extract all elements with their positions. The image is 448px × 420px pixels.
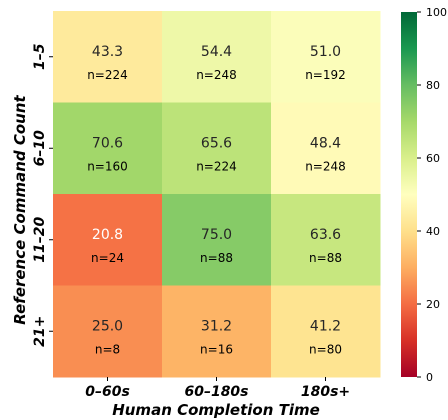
heatmap-cell bbox=[162, 285, 272, 378]
colorbar-tick-label: 40 bbox=[426, 225, 440, 238]
colorbar-tick-label: 0 bbox=[426, 371, 433, 384]
cell-value-label: 48.4 bbox=[310, 135, 341, 151]
x-axis-label: Human Completion Time bbox=[112, 401, 320, 419]
cell-count-label: n=88 bbox=[309, 251, 342, 265]
cell-value-label: 31.2 bbox=[201, 318, 232, 334]
colorbar-tick-label: 20 bbox=[426, 298, 440, 311]
colorbar-tick-label: 60 bbox=[426, 152, 440, 165]
cell-value-label: 20.8 bbox=[92, 227, 123, 243]
x-tick-label: 180s+ bbox=[301, 384, 350, 400]
heatmap-cell bbox=[271, 102, 381, 195]
cell-value-label: 25.0 bbox=[92, 318, 123, 334]
cell-value-label: 41.2 bbox=[310, 318, 341, 334]
heatmap-cell bbox=[53, 285, 163, 378]
cell-value-label: 65.6 bbox=[201, 135, 232, 151]
colorbar-tick-label: 80 bbox=[426, 79, 440, 92]
cell-count-label: n=80 bbox=[309, 342, 342, 356]
cell-count-label: n=160 bbox=[87, 159, 128, 173]
colorbar bbox=[401, 12, 417, 377]
x-tick-label: 0–60s bbox=[85, 384, 130, 400]
heatmap-cell bbox=[162, 194, 272, 286]
cell-count-label: n=8 bbox=[95, 342, 120, 356]
y-axis-label: Reference Command Count bbox=[11, 94, 29, 324]
cell-count-label: n=224 bbox=[196, 159, 237, 173]
y-tick-label: 6–10 bbox=[32, 130, 48, 166]
cell-count-label: n=192 bbox=[305, 68, 346, 82]
heatmap-cell bbox=[53, 194, 163, 286]
y-tick-labels: 1–5 6–10 11–20 21+ bbox=[32, 43, 53, 347]
y-tick-label: 1–5 bbox=[32, 43, 48, 70]
cell-count-label: n=16 bbox=[200, 342, 233, 356]
cell-count-label: n=24 bbox=[91, 251, 124, 265]
cell-count-label: n=248 bbox=[305, 159, 346, 173]
heatmap-cell bbox=[162, 11, 272, 103]
x-tick-label: 60–180s bbox=[184, 384, 248, 400]
cell-count-label: n=224 bbox=[87, 68, 128, 82]
cell-value-label: 63.6 bbox=[310, 227, 341, 243]
cell-value-label: 51.0 bbox=[310, 44, 341, 60]
cell-value-label: 54.4 bbox=[201, 44, 232, 60]
cell-value-label: 70.6 bbox=[92, 135, 123, 151]
heatmap-cell bbox=[271, 194, 381, 286]
cell-value-label: 43.3 bbox=[92, 44, 123, 60]
heatmap-cell bbox=[162, 102, 272, 195]
heatmap-cell bbox=[53, 102, 163, 195]
y-tick-label: 21+ bbox=[32, 316, 48, 347]
heatmap-cell bbox=[271, 285, 381, 378]
cell-count-label: n=88 bbox=[200, 251, 233, 265]
heatmap-cell bbox=[53, 11, 163, 103]
cell-value-label: 75.0 bbox=[201, 227, 232, 243]
colorbar-tick-label: 100 bbox=[426, 6, 447, 19]
colorbar-ticks: 0 20 40 60 80 100 bbox=[417, 6, 447, 384]
cell-count-label: n=248 bbox=[196, 68, 237, 82]
x-tick-labels: 0–60s 60–180s 180s+ bbox=[85, 377, 350, 400]
heatmap-cells: 43.3 n=224 54.4 n=248 51.0 n=192 70.6 n=160 65.6… bbox=[53, 11, 381, 378]
y-tick-label: 11–20 bbox=[32, 217, 48, 263]
heatmap-cell bbox=[271, 11, 381, 103]
